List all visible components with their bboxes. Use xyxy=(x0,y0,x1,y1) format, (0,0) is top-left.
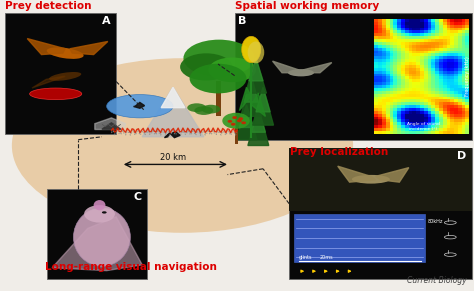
Ellipse shape xyxy=(12,58,353,233)
Polygon shape xyxy=(273,61,301,73)
Polygon shape xyxy=(248,108,269,146)
Polygon shape xyxy=(161,87,185,108)
Polygon shape xyxy=(236,105,257,140)
Polygon shape xyxy=(164,132,180,138)
Text: 80kHz: 80kHz xyxy=(428,219,443,224)
Ellipse shape xyxy=(238,117,243,120)
Polygon shape xyxy=(52,217,142,271)
Ellipse shape xyxy=(29,88,82,100)
Text: A: A xyxy=(102,16,110,26)
Bar xyxy=(235,128,238,144)
Polygon shape xyxy=(32,76,65,88)
Ellipse shape xyxy=(180,53,232,81)
Ellipse shape xyxy=(228,120,232,123)
Text: Long-range visual navigation: Long-range visual navigation xyxy=(45,262,217,272)
Polygon shape xyxy=(244,76,258,102)
Text: glints: glints xyxy=(299,255,312,260)
Polygon shape xyxy=(239,87,251,111)
Ellipse shape xyxy=(194,106,213,115)
Ellipse shape xyxy=(183,40,255,77)
Ellipse shape xyxy=(232,116,237,119)
Polygon shape xyxy=(256,87,270,112)
Text: B: B xyxy=(238,16,247,26)
Ellipse shape xyxy=(352,175,390,184)
Ellipse shape xyxy=(49,72,81,81)
Ellipse shape xyxy=(247,41,264,63)
Ellipse shape xyxy=(190,64,246,93)
Polygon shape xyxy=(70,42,108,55)
Polygon shape xyxy=(253,87,273,125)
Polygon shape xyxy=(27,38,65,55)
Text: 20ms: 20ms xyxy=(320,255,334,260)
Bar xyxy=(47,189,147,279)
Text: C: C xyxy=(133,192,141,202)
Text: Frequency (kHz): Frequency (kHz) xyxy=(465,56,470,96)
Bar xyxy=(289,148,472,279)
Ellipse shape xyxy=(288,69,314,77)
Bar xyxy=(289,148,472,211)
Text: Prey localization: Prey localization xyxy=(290,147,388,157)
Bar xyxy=(294,214,425,262)
Text: Angle of sound
incidence (°): Angle of sound incidence (°) xyxy=(407,122,439,131)
Polygon shape xyxy=(301,63,332,73)
Text: D: D xyxy=(456,151,466,161)
Ellipse shape xyxy=(107,95,173,118)
Polygon shape xyxy=(241,76,262,116)
Ellipse shape xyxy=(47,47,83,59)
Ellipse shape xyxy=(231,123,236,126)
Ellipse shape xyxy=(102,211,107,214)
Polygon shape xyxy=(337,166,375,182)
Text: Spatial working memory: Spatial working memory xyxy=(235,1,379,11)
Polygon shape xyxy=(249,58,263,81)
Ellipse shape xyxy=(94,200,106,210)
Ellipse shape xyxy=(84,205,115,223)
Bar xyxy=(5,13,116,134)
Polygon shape xyxy=(251,93,265,116)
Text: Prey detection: Prey detection xyxy=(5,1,91,11)
Bar xyxy=(235,13,472,140)
Polygon shape xyxy=(239,105,254,127)
Polygon shape xyxy=(251,108,265,132)
Polygon shape xyxy=(95,118,126,129)
Ellipse shape xyxy=(241,121,246,124)
Ellipse shape xyxy=(73,208,130,266)
Ellipse shape xyxy=(222,113,250,129)
Polygon shape xyxy=(142,87,204,137)
Polygon shape xyxy=(102,123,121,129)
Ellipse shape xyxy=(242,36,261,63)
Ellipse shape xyxy=(237,119,242,122)
Text: 20 km: 20 km xyxy=(160,152,186,162)
Ellipse shape xyxy=(187,103,206,112)
Polygon shape xyxy=(246,58,266,93)
Ellipse shape xyxy=(209,58,256,82)
Polygon shape xyxy=(375,168,409,182)
Ellipse shape xyxy=(201,105,220,113)
Polygon shape xyxy=(134,102,145,108)
Text: Current Biology: Current Biology xyxy=(407,276,467,285)
Bar xyxy=(216,81,221,116)
